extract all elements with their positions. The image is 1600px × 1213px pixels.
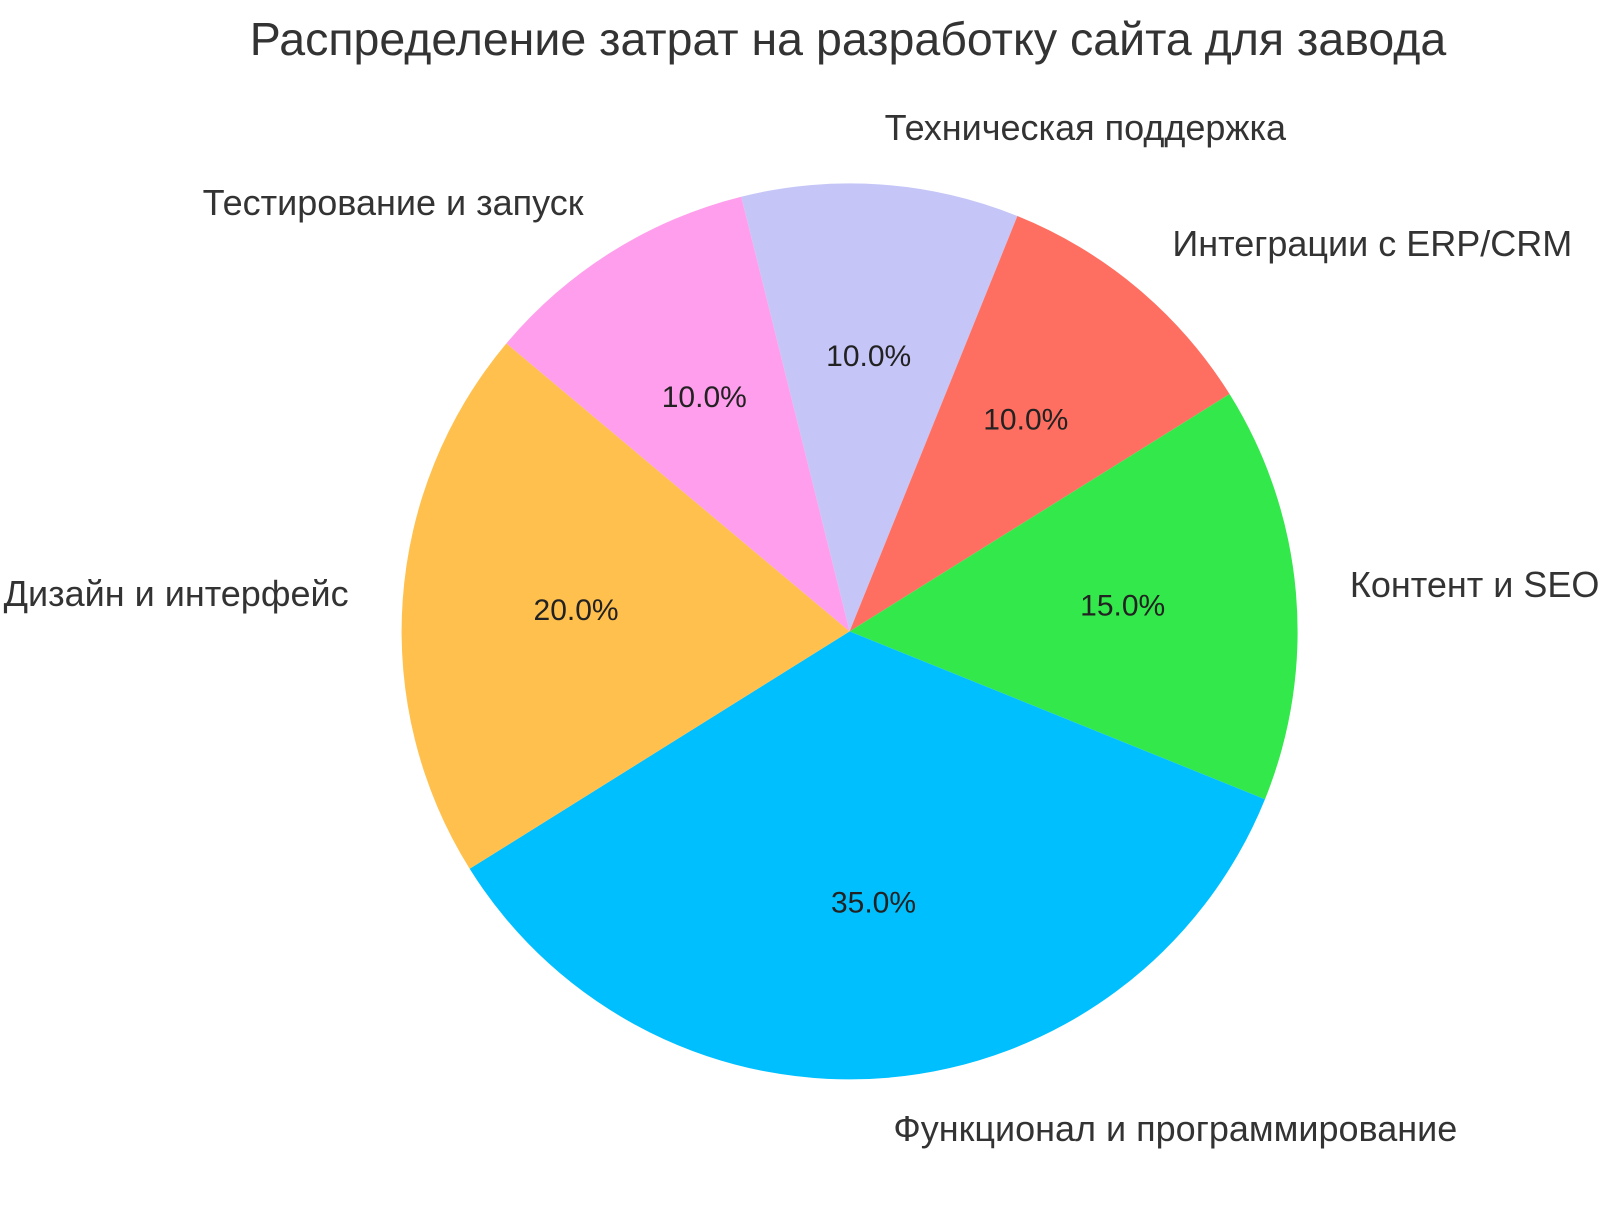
svg-text:Интеграции с ERP/CRM: Интеграции с ERP/CRM bbox=[1172, 223, 1572, 264]
svg-text:Техническая поддержка: Техническая поддержка bbox=[885, 107, 1287, 148]
svg-text:35.0%: 35.0% bbox=[831, 886, 916, 919]
svg-text:Контент и SEO: Контент и SEO bbox=[1350, 564, 1600, 605]
svg-text:Функционал и программирование: Функционал и программирование bbox=[893, 1108, 1457, 1149]
svg-text:10.0%: 10.0% bbox=[826, 340, 911, 373]
svg-text:10.0%: 10.0% bbox=[662, 381, 747, 414]
svg-text:10.0%: 10.0% bbox=[983, 403, 1068, 436]
svg-text:15.0%: 15.0% bbox=[1080, 589, 1165, 622]
svg-text:Дизайн и интерфейс: Дизайн и интерфейс bbox=[4, 573, 349, 614]
svg-text:Тестирование и запуск: Тестирование и запуск bbox=[203, 182, 584, 223]
svg-text:20.0%: 20.0% bbox=[534, 594, 619, 627]
